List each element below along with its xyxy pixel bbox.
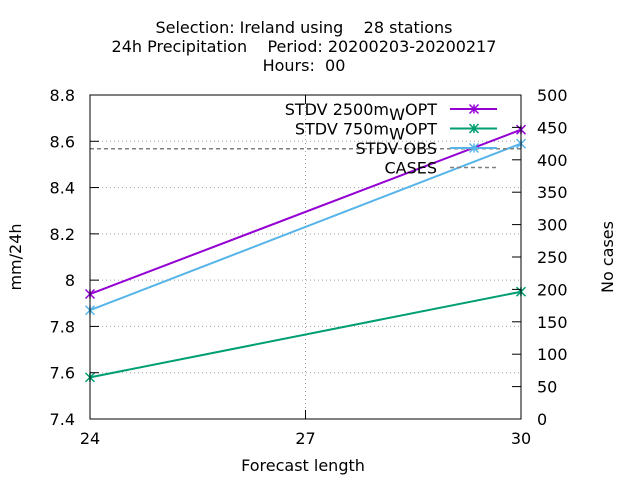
y2-tick-label: 450 [537, 118, 568, 137]
series-line [89, 142, 522, 312]
legend-marker [468, 103, 480, 115]
y2-tick-label: 0 [537, 410, 547, 429]
y-axis-label: mm/24h [6, 223, 25, 290]
y2-tick-label: 50 [537, 378, 557, 397]
y2-tick-label: 250 [537, 248, 568, 267]
x-tick-label: 27 [295, 429, 315, 448]
x-axis-label: Forecast length [241, 456, 365, 475]
legend-item-stdv-750m: STDV 750m W OPT [295, 120, 497, 144]
y2-tick-label: 300 [537, 216, 568, 235]
series-line [89, 290, 522, 379]
legend-marker [468, 123, 480, 134]
legend-item-stdv-obs: STDV OBS [356, 139, 497, 158]
y-tick-label: 8.4 [50, 179, 75, 198]
y-tick-label: 7.4 [50, 410, 75, 429]
legend-label-subscript: W [389, 125, 405, 144]
legend-label: CASES [384, 159, 437, 178]
x-tick-label: 24 [80, 429, 100, 448]
legend-item-cases: CASES [384, 159, 497, 178]
y-tick-label: 8.6 [50, 132, 75, 151]
legend-label: STDV 750m [295, 120, 389, 139]
x-tick-label: 30 [511, 429, 531, 448]
y2-tick-label: 500 [537, 86, 568, 105]
legend-label-subscript: W [389, 105, 405, 124]
title-line-2: 24h Precipitation Period: 20200203-20200… [112, 37, 497, 56]
legend-label: STDV OBS [356, 139, 437, 158]
y2-tick-label: 200 [537, 280, 568, 299]
y-tick-label: 8 [65, 271, 75, 290]
x-axis-ticks: 24 27 30 [80, 95, 531, 448]
y2-tick-label: 100 [537, 345, 568, 364]
y-axis-ticks: 7.4 7.6 7.8 8 8.2 8.4 8.6 8.8 [50, 86, 99, 429]
y-tick-label: 8.2 [50, 225, 75, 244]
legend-marker [468, 142, 480, 154]
legend-item-stdv-2500m: STDV 2500m W OPT [285, 100, 497, 124]
y-tick-label: 8.8 [50, 86, 75, 105]
series-stdv-obs [84, 138, 527, 316]
y2-axis-label: No cases [598, 221, 617, 293]
y2-tick-label: 400 [537, 151, 568, 170]
title-line-3: Hours: 00 [263, 56, 346, 75]
y2-tick-label: 350 [537, 183, 568, 202]
legend-label-suffix: OPT [405, 120, 437, 139]
y-tick-label: 7.6 [50, 364, 75, 383]
title-line-1: Selection: Ireland using 28 stations [155, 18, 452, 37]
legend-label-suffix: OPT [405, 100, 437, 119]
y2-tick-label: 150 [537, 313, 568, 332]
y2-axis-ticks: 0 50 100 150 200 250 300 350 400 450 500 [512, 86, 568, 429]
chart-title: Selection: Ireland using 28 stations 24h… [112, 18, 497, 75]
grid [90, 95, 521, 419]
y-tick-label: 7.8 [50, 317, 75, 336]
series-line [89, 128, 522, 295]
legend-label: STDV 2500m [285, 100, 389, 119]
